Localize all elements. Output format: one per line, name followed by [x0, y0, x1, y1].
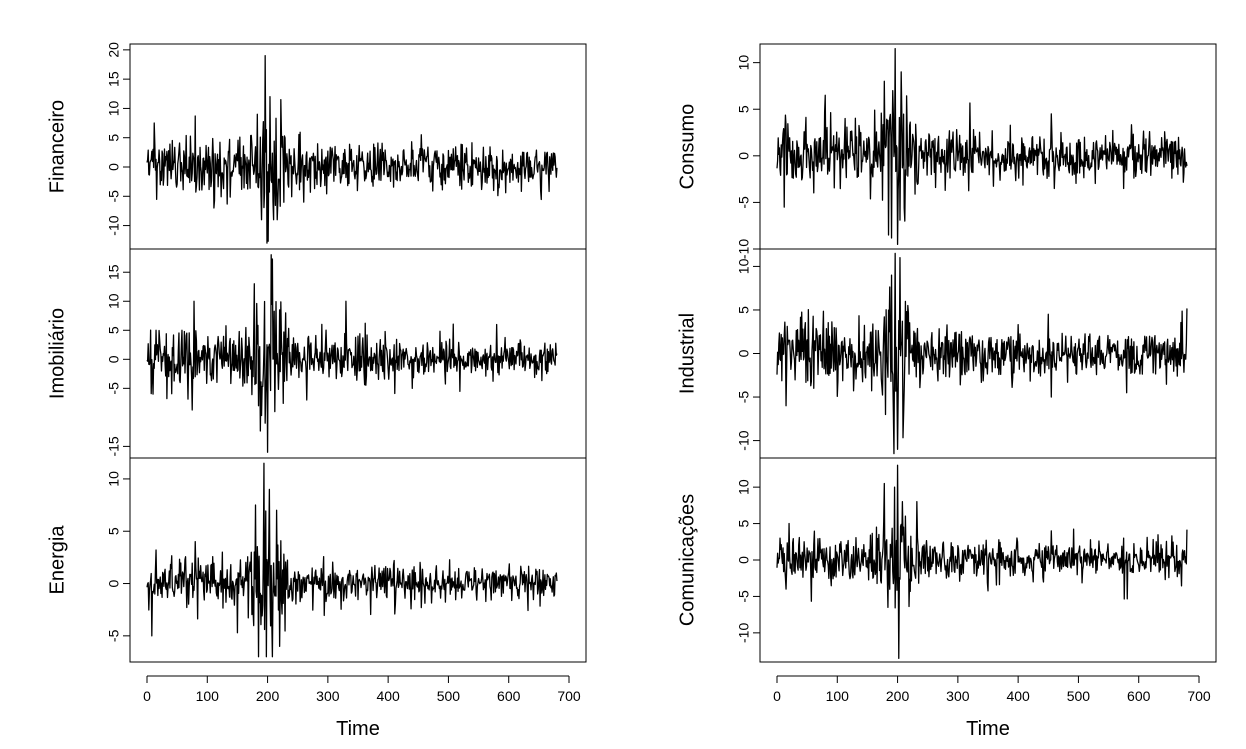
- y-tick-label: 5: [106, 527, 122, 535]
- y-tick-label: 15: [106, 264, 122, 280]
- y-tick-label: -10: [106, 215, 122, 235]
- x-tick-label: 400: [376, 688, 400, 704]
- x-tick-label: 500: [437, 688, 461, 704]
- y-tick-label: 15: [106, 71, 122, 87]
- x-tick-label: 700: [557, 688, 581, 704]
- panel-ylabel: Imobiliário: [46, 308, 68, 399]
- y-tick-label: -5: [736, 590, 752, 603]
- y-tick-label: -10: [736, 430, 752, 450]
- y-tick-label: 0: [736, 556, 752, 564]
- y-tick-label: 0: [736, 349, 752, 357]
- y-tick-label: -10: [736, 623, 752, 643]
- series-lines: [146, 48, 1188, 660]
- x-tick-label: 100: [196, 688, 220, 704]
- panel-frame-0-2: [129, 457, 587, 663]
- x-tick-label: 100: [826, 688, 850, 704]
- y-tick-label: 0: [106, 579, 122, 587]
- panel-ylabel: Comunicações: [676, 494, 698, 626]
- panel-ylabel: Energia: [46, 525, 68, 595]
- series-line-imobiliário: [146, 254, 558, 453]
- y-tick-label: 5: [736, 519, 752, 527]
- panel-ylabel: Consumo: [676, 104, 698, 190]
- y-tick-label: -5: [736, 391, 752, 404]
- x-tick-label: 500: [1067, 688, 1091, 704]
- x-axis-label: Time: [336, 718, 380, 740]
- y-tick-label: 10: [736, 258, 752, 274]
- y-tick-label: 0: [106, 355, 122, 363]
- x-tick-label: 0: [773, 688, 781, 704]
- y-tick-label: 5: [736, 306, 752, 314]
- x-tick-label: 700: [1187, 688, 1211, 704]
- y-tick-label: 5: [106, 326, 122, 334]
- x-tick-label: 600: [497, 688, 521, 704]
- axis-labels: -10 -5 0 5 10 15 20 Financeiro -15 -5 0 5 10 15 Imobil…: [46, 42, 1211, 740]
- series-line-energia: [146, 462, 558, 658]
- y-tick-label: -5: [106, 382, 122, 395]
- y-tick-label: 10: [736, 55, 752, 71]
- y-tick-label: 5: [736, 105, 752, 113]
- y-tick-label: -5: [106, 629, 122, 642]
- x-tick-label: 200: [886, 688, 910, 704]
- y-tick-label: -5: [736, 196, 752, 209]
- panel-frame-0-0: [129, 43, 587, 250]
- series-line-industrial: [776, 252, 1188, 455]
- y-tick-label: -10: [736, 239, 752, 259]
- x-tick-label: 300: [946, 688, 970, 704]
- series-line-financeiro: [146, 55, 558, 244]
- x-tick-label: 300: [316, 688, 340, 704]
- y-tick-label: -5: [106, 190, 122, 203]
- x-tick-label: 400: [1006, 688, 1030, 704]
- y-tick-label: 10: [106, 471, 122, 487]
- x-axis-label: Time: [966, 718, 1010, 740]
- series-line-consumo: [776, 48, 1188, 245]
- y-tick-label: 20: [106, 42, 122, 58]
- y-tick-label: 10: [106, 100, 122, 116]
- y-tick-label: 0: [736, 152, 752, 160]
- x-tick-label: 0: [143, 688, 151, 704]
- panel-ylabel: Financeiro: [46, 100, 68, 193]
- y-tick-label: 5: [106, 134, 122, 142]
- y-tick-label: 10: [736, 479, 752, 495]
- panel-ylabel: Industrial: [676, 313, 698, 394]
- y-tick-label: 0: [106, 163, 122, 171]
- y-tick-label: 10: [106, 293, 122, 309]
- x-tick-label: 600: [1127, 688, 1151, 704]
- y-tick-label: -15: [106, 436, 122, 456]
- axes: [123, 49, 1200, 683]
- series-line-comunicações: [776, 464, 1188, 660]
- x-tick-label: 200: [256, 688, 280, 704]
